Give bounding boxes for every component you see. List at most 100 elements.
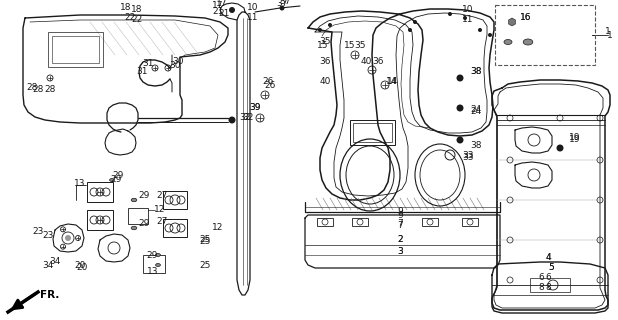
- Text: 29: 29: [138, 190, 150, 199]
- Circle shape: [457, 105, 464, 111]
- Text: 39: 39: [249, 103, 261, 113]
- Text: 11: 11: [247, 13, 259, 22]
- Text: 36: 36: [372, 58, 384, 67]
- Text: 38: 38: [470, 68, 482, 76]
- Circle shape: [328, 23, 332, 27]
- Text: 17: 17: [212, 1, 224, 10]
- Text: 33: 33: [462, 154, 474, 163]
- Bar: [163, 219, 187, 237]
- Text: 6: 6: [538, 274, 544, 283]
- Ellipse shape: [131, 226, 137, 230]
- Bar: [422, 218, 438, 226]
- Text: FR.: FR.: [40, 290, 60, 300]
- Text: 27: 27: [156, 190, 167, 199]
- Text: 32: 32: [239, 114, 251, 123]
- Text: 7: 7: [397, 220, 403, 228]
- Text: 2: 2: [397, 236, 403, 244]
- Bar: [52, 36, 99, 63]
- Text: 8: 8: [545, 284, 551, 292]
- Text: 40: 40: [320, 77, 331, 86]
- Text: 15: 15: [317, 41, 329, 50]
- Text: 4: 4: [545, 253, 551, 262]
- Text: 24: 24: [470, 108, 481, 116]
- Circle shape: [413, 20, 417, 24]
- Text: 18: 18: [121, 4, 132, 12]
- Text: 12: 12: [213, 223, 224, 233]
- Bar: [462, 218, 478, 226]
- Text: 7: 7: [397, 220, 403, 229]
- Circle shape: [478, 28, 482, 32]
- Text: 26: 26: [262, 77, 274, 86]
- Text: 28: 28: [32, 85, 44, 94]
- Text: 21: 21: [218, 9, 230, 18]
- Text: 14: 14: [386, 77, 398, 86]
- Ellipse shape: [131, 198, 137, 202]
- Text: 13: 13: [74, 179, 86, 188]
- Text: 39: 39: [249, 103, 261, 113]
- Bar: [48, 32, 103, 67]
- Text: 37: 37: [276, 0, 288, 7]
- Text: 3: 3: [397, 247, 403, 257]
- Text: 25: 25: [200, 260, 211, 269]
- Text: 8: 8: [538, 284, 544, 292]
- Text: 15: 15: [344, 41, 356, 50]
- Circle shape: [229, 7, 235, 13]
- Text: 21: 21: [213, 6, 224, 15]
- Text: 23: 23: [32, 228, 44, 236]
- Text: 9: 9: [397, 211, 403, 220]
- Text: 5: 5: [548, 262, 554, 271]
- Text: 35: 35: [320, 37, 331, 46]
- Ellipse shape: [156, 253, 161, 257]
- Bar: [530, 278, 570, 292]
- Text: 4: 4: [545, 253, 551, 262]
- Bar: [317, 218, 333, 226]
- Text: 19: 19: [569, 135, 581, 145]
- Circle shape: [65, 235, 71, 241]
- Text: 10: 10: [462, 5, 474, 14]
- Text: 26: 26: [265, 81, 276, 90]
- Text: 2: 2: [397, 236, 403, 244]
- Text: 29: 29: [110, 175, 122, 185]
- Text: 14: 14: [387, 77, 399, 86]
- Text: 18: 18: [131, 5, 143, 14]
- Text: 6: 6: [545, 274, 551, 283]
- Text: 25: 25: [200, 236, 211, 244]
- Text: 30: 30: [169, 60, 180, 69]
- Text: 32: 32: [242, 114, 253, 123]
- Text: 40: 40: [360, 58, 371, 67]
- Text: 31: 31: [136, 68, 148, 76]
- Text: 22: 22: [132, 15, 143, 25]
- Ellipse shape: [504, 39, 512, 44]
- Text: 38: 38: [470, 68, 482, 76]
- Text: 19: 19: [569, 133, 581, 142]
- Circle shape: [457, 75, 464, 82]
- Text: 9: 9: [397, 207, 403, 217]
- Text: 13: 13: [147, 268, 159, 276]
- Text: 22: 22: [124, 13, 135, 22]
- Text: 36: 36: [320, 58, 331, 67]
- Circle shape: [556, 145, 564, 151]
- Text: 35: 35: [354, 41, 366, 50]
- Text: 1: 1: [605, 28, 611, 36]
- Circle shape: [318, 28, 322, 32]
- Text: 24: 24: [470, 106, 481, 115]
- Text: 17: 17: [216, 0, 228, 7]
- Circle shape: [229, 116, 235, 124]
- Text: 33: 33: [462, 150, 474, 159]
- Text: 12: 12: [154, 205, 166, 214]
- Text: 29: 29: [112, 171, 124, 180]
- Bar: [350, 120, 395, 145]
- Text: 16: 16: [520, 13, 531, 22]
- Text: 27: 27: [156, 218, 167, 227]
- Text: 23: 23: [42, 230, 54, 239]
- Bar: [353, 123, 392, 142]
- Text: 30: 30: [172, 58, 184, 67]
- Bar: [163, 191, 187, 209]
- Bar: [143, 255, 165, 273]
- Circle shape: [408, 28, 412, 32]
- Text: 38: 38: [470, 140, 482, 149]
- Text: 20: 20: [76, 263, 88, 273]
- Text: 31: 31: [142, 59, 154, 68]
- Text: 29: 29: [138, 219, 150, 228]
- Bar: [495, 5, 595, 65]
